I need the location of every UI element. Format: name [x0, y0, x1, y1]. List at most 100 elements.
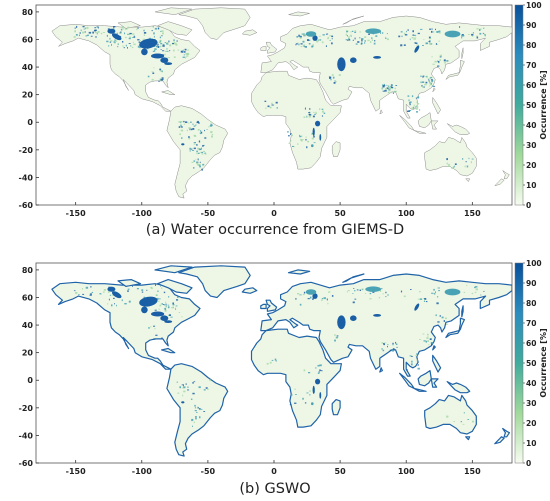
landmass-australia	[424, 137, 477, 177]
landmass-philippines	[432, 97, 441, 115]
landmass-ireland	[260, 46, 267, 51]
landmass-europe-asia	[260, 273, 512, 377]
lat-tick-label: 40	[22, 63, 34, 72]
landmass-new-zealand-north	[502, 427, 510, 438]
landmass-tasmania	[465, 436, 471, 441]
landmass-sulawesi	[430, 378, 439, 388]
map-content	[51, 7, 512, 199]
landmass-japan	[445, 317, 465, 339]
colorbar-tick-label: 60	[526, 81, 536, 90]
colorbar-tick-label: 50	[526, 359, 536, 368]
water-occurrence-map-b: -150 -100 -50 0 50 100 150806040200-20-40-6010…	[19, 259, 548, 476]
wetland-pixels	[73, 25, 486, 171]
lon-tick-label: 50	[335, 467, 347, 476]
landmass-greenland	[178, 7, 251, 40]
colorbar-tick-label: 20	[526, 161, 536, 170]
landmass-sakhalin	[461, 47, 464, 60]
lon-tick-label: 50	[335, 209, 347, 218]
lakes	[107, 28, 461, 148]
lat-tick-label: -40	[19, 431, 34, 440]
lat-tick-label: -60	[19, 459, 34, 468]
landmass-ellesmere	[154, 7, 193, 15]
map-panel-giems-d: -150 -100 -50 0 50 100 150 80 60 40 20 0 -20 -40 -60 10…	[0, 0, 550, 240]
colorbar-tick-label: 60	[526, 339, 536, 348]
colorbar	[514, 262, 524, 464]
lon-tick-label: -50	[201, 209, 216, 218]
lon-tick-label: -150	[66, 467, 86, 476]
landmass-novaya-zemlya	[342, 273, 365, 283]
landmass-new-zealand-south	[494, 436, 505, 445]
colorbar-tick-label: 40	[526, 379, 536, 388]
landmass-great-britain	[265, 41, 277, 54]
landmass-svalbard	[287, 269, 311, 275]
lat-tick-label: -20	[19, 146, 34, 155]
landmass-svalbard	[288, 11, 310, 17]
colorbar-tick-label: 40	[526, 121, 536, 130]
landmass-sakhalin	[461, 305, 464, 318]
caption-giems-d: (a) Water occurrence from GIEMS-D	[145, 222, 405, 238]
lon-tick-label: -100	[132, 209, 152, 218]
lat-tick-label: 80	[22, 266, 34, 275]
landmass-iceland	[242, 29, 258, 36]
landmass-philippines	[432, 354, 442, 373]
lat-tick-label: 20	[22, 91, 34, 100]
landmass-great-britain	[265, 299, 278, 312]
landmass-taiwan	[432, 87, 436, 93]
colorbar-tick-label: 70	[526, 319, 536, 328]
landmass-cuba	[161, 90, 176, 95]
colorbar-tick-label: 80	[526, 299, 536, 308]
lon-tick-label: -150	[66, 209, 86, 218]
landmass-java	[413, 130, 427, 134]
colorbar-tick-label: 100	[526, 1, 542, 10]
colorbar-tick-label: 0	[526, 459, 531, 468]
water-occurrence-map-a: -150 -100 -50 0 50 100 150806040200-20-40-6010…	[19, 1, 548, 218]
colorbar-tick-label: 50	[526, 101, 536, 110]
landmass-sulawesi	[431, 120, 439, 130]
lon-tick-label: 100	[398, 209, 415, 218]
colorbar-tick-label: 20	[526, 419, 536, 428]
lakes	[107, 286, 461, 406]
landmass-ellesmere	[154, 265, 193, 274]
landmass-tasmania	[465, 178, 470, 182]
colorbar-tick-label: 70	[526, 61, 536, 70]
landmass-victoria-island	[117, 279, 142, 287]
landmass-iceland	[241, 287, 258, 294]
colorbar-tick-label: 30	[526, 399, 536, 408]
lat-tick-label: 40	[22, 321, 34, 330]
landmass-africa	[251, 70, 342, 170]
lat-tick-label: -60	[19, 201, 34, 210]
colorbar-tick-label: 100	[526, 259, 542, 268]
landmass-new-guinea	[446, 123, 470, 135]
landmass-victoria-island	[117, 21, 141, 29]
landmass-java	[413, 387, 427, 392]
colorbar-tick-label: 90	[526, 21, 536, 30]
colorbar-label: Occurrence [%]	[539, 328, 548, 397]
lat-tick-label: -40	[19, 173, 34, 182]
lon-tick-label: -50	[201, 467, 216, 476]
landmass-europe-asia	[260, 15, 512, 119]
landmass-novaya-zemlya	[342, 15, 365, 25]
lat-tick-label: 0	[27, 118, 33, 127]
landmass-cuba	[161, 347, 176, 354]
landmass-sri-lanka	[379, 367, 383, 373]
landmass-greenland	[178, 265, 251, 299]
landmass-new-guinea	[446, 380, 471, 394]
landmass-new-zealand-south	[494, 178, 505, 186]
caption-gswo: (b) GSWO	[239, 481, 311, 497]
landmass-africa	[250, 328, 342, 428]
map-panel-gswo: -150 -100 -50 0 50 100 150 80 60 40 20 0 -20 -40 -60 10…	[0, 258, 550, 501]
landmass-japan	[445, 59, 465, 80]
lat-tick-label: 20	[22, 349, 34, 358]
lat-tick-label: 0	[27, 376, 33, 385]
lon-tick-label: 0	[271, 209, 277, 218]
colorbar-tick-label: 80	[526, 41, 536, 50]
lon-tick-label: 150	[464, 467, 481, 476]
landmass-baffin	[157, 279, 193, 294]
colorbar-tick-label: 10	[526, 181, 536, 190]
lon-tick-label: 100	[398, 467, 415, 476]
landmass-south-america	[166, 363, 229, 457]
colorbar-label: Occurrence [%]	[539, 70, 548, 139]
landmass-ireland	[260, 303, 267, 310]
colorbar-tick-label: 0	[526, 201, 531, 210]
lat-tick-label: 80	[22, 8, 34, 17]
